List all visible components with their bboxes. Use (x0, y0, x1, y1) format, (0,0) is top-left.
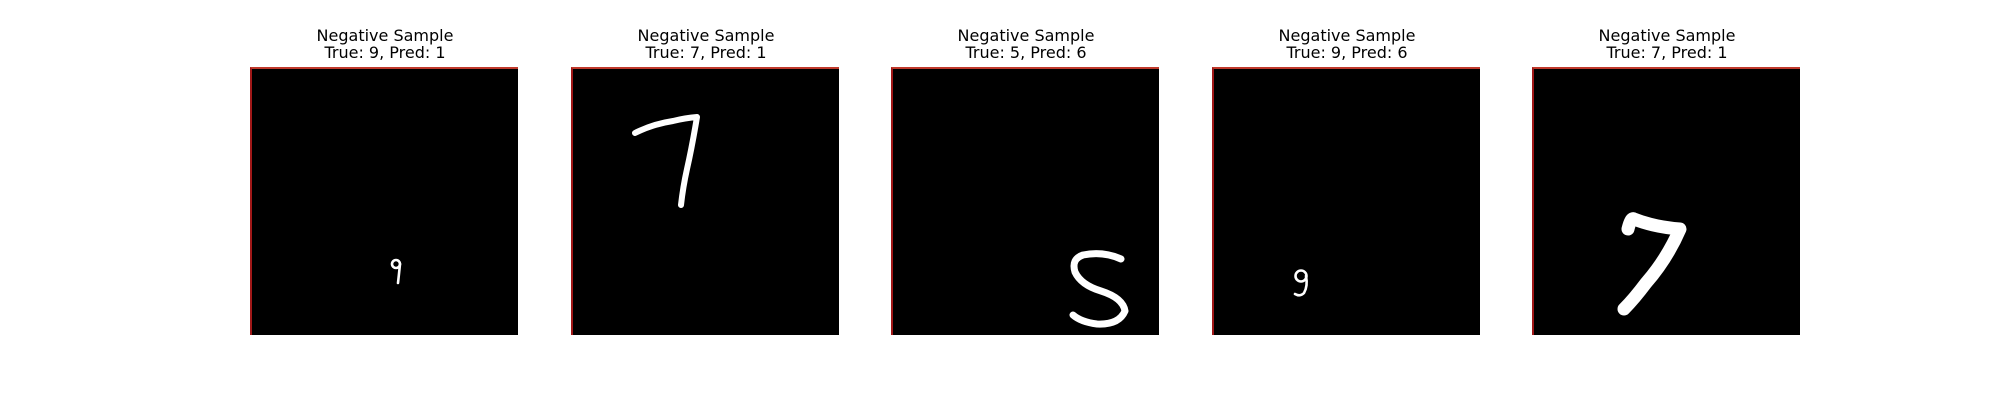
sample-heading: Negative Sample (957, 26, 1095, 45)
sample-label: True: 5, Pred: 6 (965, 43, 1087, 62)
digit-image-3 (891, 67, 1159, 335)
sample-heading: Negative Sample (316, 26, 454, 45)
sample-title-1: Negative Sample True: 9, Pred: 1 (250, 27, 520, 61)
digit-nine-glyph (1293, 269, 1308, 297)
sample-label: True: 7, Pred: 1 (645, 43, 767, 62)
sample-panel-2: Negative Sample True: 7, Pred: 1 (571, 0, 841, 340)
sample-label: True: 9, Pred: 1 (324, 43, 446, 62)
sample-heading: Negative Sample (637, 26, 775, 45)
sample-panel-4: Negative Sample True: 9, Pred: 6 (1212, 0, 1482, 340)
sample-title-5: Negative Sample True: 7, Pred: 1 (1532, 27, 1802, 61)
sample-title-2: Negative Sample True: 7, Pred: 1 (571, 27, 841, 61)
digit-image-5 (1532, 67, 1800, 335)
digit-image-4 (1212, 67, 1480, 335)
sample-panel-3: Negative Sample True: 5, Pred: 6 (891, 0, 1161, 340)
digit-image-2 (571, 67, 839, 335)
sample-heading: Negative Sample (1598, 26, 1736, 45)
digit-seven-glyph (1617, 212, 1687, 316)
sample-label: True: 7, Pred: 1 (1606, 43, 1728, 62)
digit-image-1 (250, 67, 518, 335)
digit-five-glyph (1069, 250, 1129, 328)
sample-heading: Negative Sample (1278, 26, 1416, 45)
sample-title-3: Negative Sample True: 5, Pred: 6 (891, 27, 1161, 61)
digit-seven-glyph (632, 114, 700, 208)
digit-nine-glyph (390, 258, 402, 285)
sample-title-4: Negative Sample True: 9, Pred: 6 (1212, 27, 1482, 61)
sample-panel-5: Negative Sample True: 7, Pred: 1 (1532, 0, 1802, 340)
sample-label: True: 9, Pred: 6 (1286, 43, 1408, 62)
sample-panel-1: Negative Sample True: 9, Pred: 1 (250, 0, 520, 340)
